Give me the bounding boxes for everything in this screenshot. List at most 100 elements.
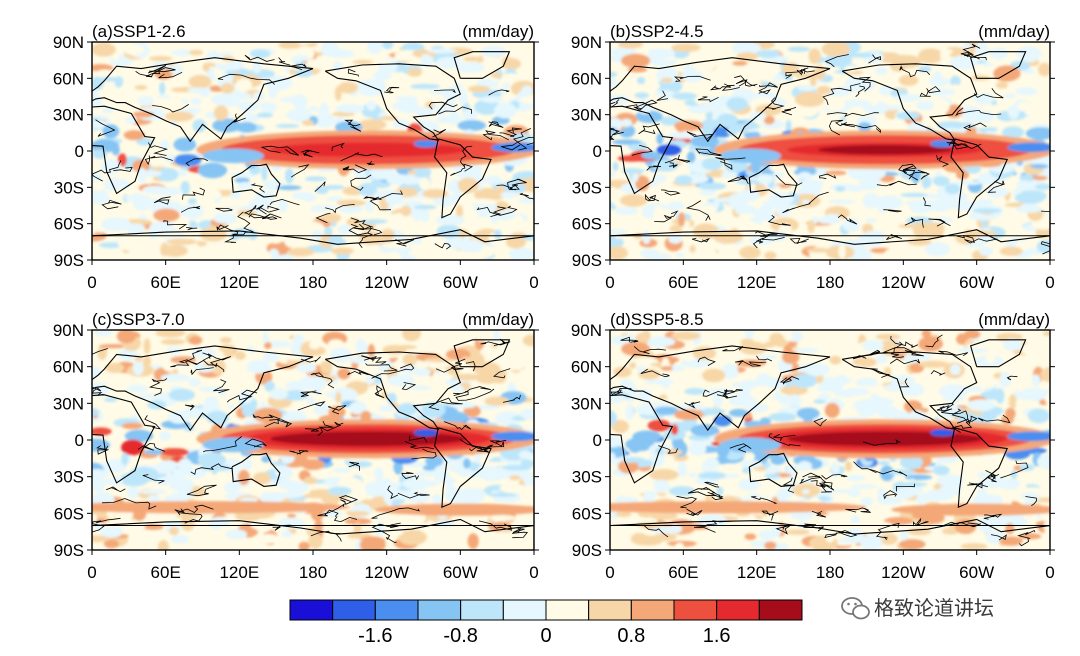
anomaly-patch	[160, 373, 191, 382]
anomaly-patch	[829, 355, 842, 365]
anomaly-patch	[744, 330, 754, 340]
anomaly-patch	[797, 84, 817, 91]
anomaly-patch	[168, 388, 196, 402]
anomaly-patch	[645, 48, 676, 59]
lon-tick-label: 0	[1045, 273, 1054, 292]
anomaly-patch	[1016, 205, 1042, 213]
anomaly-patch	[721, 170, 738, 179]
anomaly-patch	[612, 139, 642, 145]
anomaly-patch	[726, 97, 748, 111]
anomaly-patch	[610, 71, 618, 77]
anomaly-patch	[640, 248, 660, 258]
dry-anomaly	[202, 148, 264, 164]
lon-tick-label: 180	[816, 563, 844, 582]
anomaly-patch	[410, 480, 439, 487]
anomaly-patch	[480, 96, 504, 103]
anomaly-patch	[92, 514, 98, 523]
anomaly-patch	[417, 490, 431, 502]
anomaly-patch	[288, 483, 298, 495]
anomaly-patch	[316, 167, 337, 172]
colorbar-tick-label: -0.8	[443, 625, 477, 647]
anomaly-patch	[932, 204, 944, 209]
anomaly-patch	[186, 467, 207, 479]
anomaly-patch	[407, 248, 434, 257]
anomaly-patch	[490, 72, 503, 79]
anomaly-patch	[699, 189, 717, 196]
anomaly-patch	[236, 121, 257, 133]
anomaly-patch	[519, 408, 534, 420]
anomaly-patch	[190, 97, 202, 106]
anomaly-patch	[105, 362, 125, 374]
anomaly-patch	[650, 511, 678, 520]
anomaly-patch	[160, 339, 186, 345]
anomaly-patch	[281, 412, 308, 424]
anomaly-patch	[898, 224, 924, 229]
anomaly-patch	[939, 48, 951, 62]
anomaly-patch	[932, 465, 950, 476]
anomaly-patch	[323, 510, 343, 518]
anomaly-patch	[845, 185, 866, 192]
colorbar-swatch	[588, 599, 632, 621]
anomaly-patch	[255, 522, 272, 533]
anomaly-patch	[963, 386, 983, 393]
lat-tick-label: 0	[593, 431, 602, 450]
lat-tick-label: 60S	[572, 504, 602, 523]
lon-tick-label: 60E	[151, 563, 181, 582]
anomaly-patch	[319, 102, 329, 117]
anomaly-patch	[1002, 338, 1023, 351]
dry-anomaly	[720, 437, 782, 453]
anomaly-patch	[734, 204, 757, 216]
anomaly-patch	[402, 512, 427, 525]
anomaly-patch	[634, 92, 650, 99]
anomaly-patch	[758, 354, 779, 360]
anomaly-patch	[308, 76, 334, 87]
anomaly-patch	[894, 487, 916, 499]
anomaly-patch	[253, 407, 283, 423]
anomaly-patch	[1015, 87, 1038, 96]
anomaly-patch	[876, 405, 899, 419]
anomaly-patch	[237, 469, 250, 486]
anomaly-patch	[635, 175, 650, 192]
anomaly-patch	[721, 86, 734, 97]
anomaly-patch	[148, 222, 162, 238]
anomaly-patch	[407, 68, 422, 77]
anomaly-patch	[620, 118, 633, 128]
anomaly-patch	[165, 496, 189, 503]
anomaly-patch	[716, 113, 739, 128]
anomaly-patch	[295, 214, 317, 220]
anomaly-patch	[639, 383, 661, 388]
anomaly-patch	[880, 105, 903, 111]
anomaly-patch	[220, 337, 232, 344]
tropical-pacific-anomaly	[817, 433, 953, 444]
anomaly-patch	[749, 385, 776, 401]
anomaly-patch	[357, 361, 366, 373]
anomaly-patch	[893, 94, 923, 102]
anomaly-patch	[192, 119, 207, 133]
southern-ocean-anomaly	[891, 503, 1050, 516]
anomaly-patch	[330, 347, 352, 363]
anomaly-patch	[128, 466, 159, 482]
anomaly-patch	[769, 79, 795, 85]
anomaly-patch	[632, 173, 639, 182]
anomaly-patch	[252, 198, 277, 207]
anomaly-patch	[731, 42, 761, 55]
anomaly-patch	[237, 209, 257, 217]
anomaly-patch	[928, 88, 956, 96]
anomaly-patch	[796, 407, 820, 420]
anomaly-patch	[320, 360, 333, 374]
anomaly-patch	[764, 541, 777, 550]
anomaly-patch	[1014, 192, 1045, 204]
anomaly-patch	[741, 467, 752, 474]
anomaly-patch	[636, 365, 646, 373]
anomaly-patch	[1038, 62, 1050, 77]
anomaly-patch	[382, 344, 407, 355]
anomaly-patch	[117, 179, 130, 190]
anomaly-patch	[330, 387, 358, 403]
anomaly-patch	[1023, 513, 1039, 521]
lon-tick-label: 180	[299, 563, 327, 582]
anomaly-patch	[890, 375, 900, 386]
anomaly-patch	[1010, 470, 1018, 480]
anomaly-patch	[824, 528, 835, 543]
anomaly-patch	[724, 160, 749, 173]
anomaly-patch	[292, 334, 304, 347]
